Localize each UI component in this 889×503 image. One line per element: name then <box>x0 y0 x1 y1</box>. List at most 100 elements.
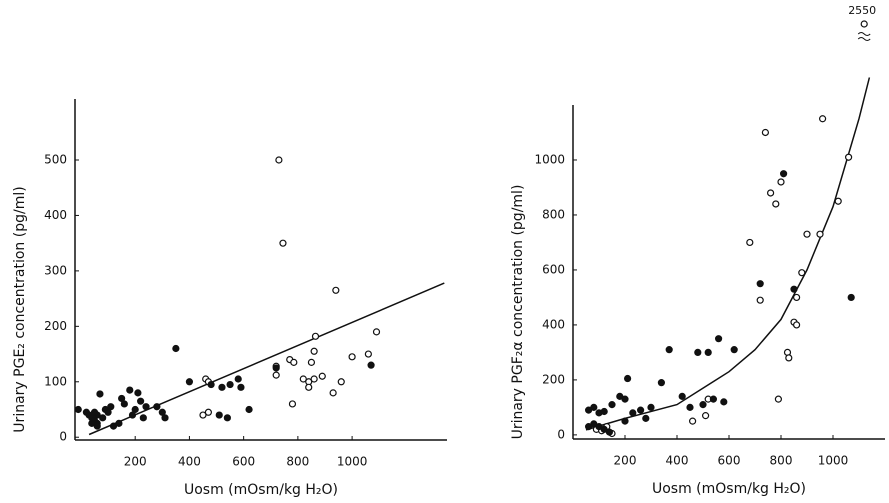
open-point <box>275 156 283 164</box>
filled-point <box>647 403 655 411</box>
open-point <box>701 412 710 420</box>
open-point <box>305 383 313 391</box>
filled-point <box>621 417 629 425</box>
fit-curve <box>88 282 445 436</box>
filled-point <box>605 428 614 436</box>
open-point <box>329 389 337 397</box>
open-point <box>290 358 298 366</box>
y-tick-label: 200 <box>44 319 67 333</box>
filled-point <box>107 403 115 411</box>
filled-point <box>90 408 99 416</box>
open-point <box>756 296 764 304</box>
open-point <box>746 238 754 247</box>
open-point <box>279 239 287 247</box>
open-point <box>803 230 811 238</box>
open-point <box>364 350 372 358</box>
filled-point <box>584 406 593 414</box>
filled-point <box>120 400 128 408</box>
filled-point <box>104 408 112 416</box>
filled-point <box>642 414 650 422</box>
fit-curve <box>585 77 871 431</box>
open-point <box>766 189 775 197</box>
filled-point <box>272 364 280 372</box>
open-point <box>348 353 356 361</box>
open-point <box>834 197 842 205</box>
filled-point <box>636 406 645 414</box>
filled-point <box>118 394 126 403</box>
filled-point <box>237 383 245 391</box>
x-tick-label: 1000 <box>818 454 849 468</box>
open-point <box>337 378 345 386</box>
open-point <box>772 200 780 208</box>
filled-point <box>96 390 104 398</box>
open-point <box>311 332 320 340</box>
filled-point <box>161 414 169 422</box>
filled-point <box>665 346 673 354</box>
filled-point <box>699 401 707 409</box>
x-tick-label: 200 <box>124 455 147 469</box>
open-point <box>318 372 326 380</box>
filled-point <box>694 348 702 357</box>
y-tick-label: 400 <box>44 208 67 222</box>
break-point <box>860 20 868 28</box>
filled-point <box>185 378 194 386</box>
axis-break <box>857 32 871 41</box>
open-point <box>332 286 340 294</box>
open-point <box>310 375 318 383</box>
filled-point <box>595 409 603 417</box>
y-tick-label: 0 <box>59 430 67 444</box>
y-tick-label: 600 <box>542 262 565 276</box>
y-tick-label: 300 <box>44 263 67 277</box>
x-tick-label: 800 <box>286 455 309 469</box>
filled-point <box>172 344 180 353</box>
x-axis-label: Uosm (mOsm/kg H₂O) <box>184 482 338 498</box>
open-point <box>307 358 316 366</box>
open-point <box>310 347 318 355</box>
open-point <box>272 371 280 379</box>
open-point <box>761 128 770 137</box>
filled-point <box>93 422 101 430</box>
open-point <box>785 354 793 362</box>
filled-point <box>207 380 215 389</box>
x-tick-label: 400 <box>666 454 689 468</box>
y-axis-label: Urinary PGE₂ concentration (pg/ml) <box>12 186 28 432</box>
filled-point <box>678 392 686 400</box>
filled-point <box>623 374 632 383</box>
open-point <box>844 153 853 161</box>
filled-point <box>245 405 253 414</box>
open-point <box>816 230 824 238</box>
filled-point <box>608 401 616 409</box>
filled-point <box>756 280 764 288</box>
open-point <box>818 115 827 123</box>
filled-point <box>714 335 723 343</box>
open-point <box>299 375 307 383</box>
filled-point <box>629 409 637 417</box>
filled-point <box>730 346 738 354</box>
break-label: 2550 <box>848 4 876 17</box>
filled-point <box>847 293 855 302</box>
y-tick-label: 0 <box>557 427 565 441</box>
y-tick-label: 200 <box>542 372 565 386</box>
y-tick-label: 400 <box>542 317 565 331</box>
x-tick-label: 200 <box>614 454 637 468</box>
filled-point <box>137 397 145 405</box>
open-point <box>688 417 697 425</box>
filled-point <box>223 414 231 422</box>
filled-point <box>686 403 694 411</box>
open-point <box>792 293 801 302</box>
x-tick-label: 600 <box>718 454 741 468</box>
filled-point <box>88 419 96 427</box>
filled-point <box>134 389 142 397</box>
filled-point <box>790 285 798 293</box>
open-point <box>288 400 297 408</box>
open-point <box>372 328 381 336</box>
filled-point <box>74 405 82 414</box>
filled-point <box>709 395 718 403</box>
x-tick-label: 800 <box>770 454 793 468</box>
filled-point <box>158 408 166 416</box>
filled-point <box>153 403 161 411</box>
filled-point <box>720 398 728 406</box>
filled-point <box>367 361 375 369</box>
open-point <box>199 411 207 419</box>
